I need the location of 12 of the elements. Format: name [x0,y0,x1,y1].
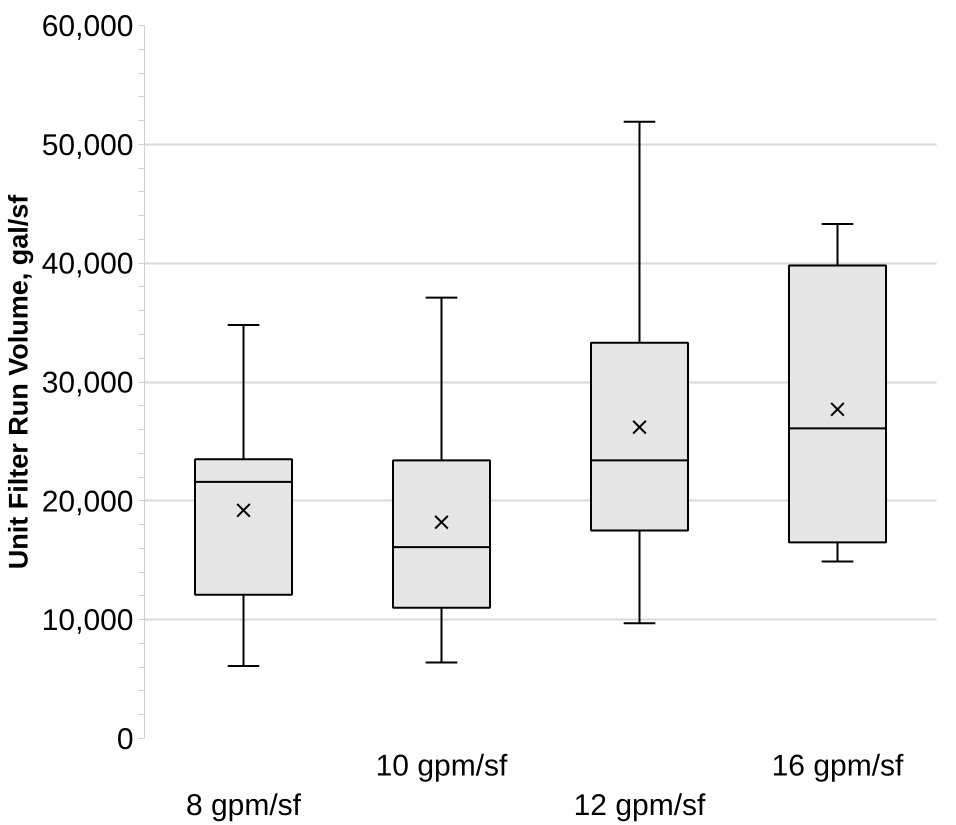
y-tick-label: 10,000 [42,604,134,638]
y-tick-label: 40,000 [42,248,134,281]
y-tick-label: 60,000 [42,10,134,43]
x-tick-label: 8 gpm/sf [186,789,302,822]
x-tick-label: 10 gpm/sf [376,750,508,782]
x-tick-label: 12 gpm/sf [574,789,706,822]
y-tick-label: 50,000 [42,128,134,162]
y-tick-label: 30,000 [42,366,134,400]
x-tick-label: 16 gpm/sf [772,750,904,782]
y-tick-label: 0 [116,723,134,756]
y-axis-title: Unit Filter Run Volume, gal/sf [4,194,34,570]
y-tick-label: 20,000 [42,485,134,518]
